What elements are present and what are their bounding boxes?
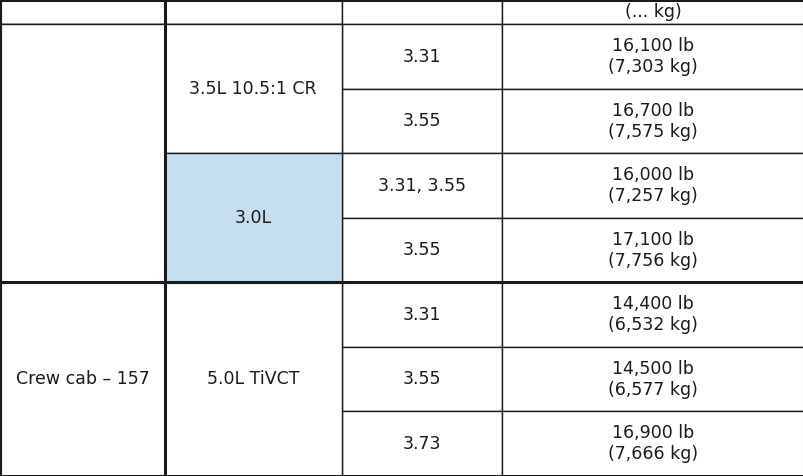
Bar bbox=[341, 24, 502, 89]
Bar bbox=[0, 89, 165, 153]
Text: 16,900 lb
(7,666 kg): 16,900 lb (7,666 kg) bbox=[607, 424, 698, 463]
Text: 3.31: 3.31 bbox=[402, 306, 441, 324]
Bar bbox=[0, 0, 165, 24]
Bar bbox=[341, 153, 502, 218]
Bar bbox=[502, 347, 803, 411]
Bar bbox=[165, 0, 341, 24]
Bar bbox=[502, 0, 803, 24]
Text: 3.0L: 3.0L bbox=[234, 209, 271, 227]
Bar bbox=[165, 411, 341, 476]
Bar bbox=[0, 153, 165, 218]
Text: 3.73: 3.73 bbox=[402, 435, 441, 453]
Bar bbox=[341, 89, 502, 153]
Text: 3.55: 3.55 bbox=[402, 241, 441, 259]
Bar bbox=[0, 347, 165, 411]
Bar bbox=[0, 282, 165, 347]
Text: 3.55: 3.55 bbox=[402, 370, 441, 388]
Text: 3.55: 3.55 bbox=[402, 112, 441, 130]
Text: 16,700 lb
(7,575 kg): 16,700 lb (7,575 kg) bbox=[608, 102, 697, 140]
Text: 3.31: 3.31 bbox=[402, 48, 441, 66]
Bar bbox=[341, 347, 502, 411]
Bar bbox=[341, 218, 502, 282]
Bar bbox=[0, 282, 165, 476]
Text: Crew cab – 157: Crew cab – 157 bbox=[15, 370, 149, 388]
Bar bbox=[502, 282, 803, 347]
Bar bbox=[165, 282, 341, 347]
Bar bbox=[502, 24, 803, 89]
Text: 16,100 lb
(7,303 kg): 16,100 lb (7,303 kg) bbox=[608, 37, 697, 76]
Bar bbox=[502, 89, 803, 153]
Bar bbox=[165, 24, 341, 89]
Bar bbox=[165, 218, 341, 282]
Bar bbox=[0, 218, 165, 282]
Bar bbox=[165, 24, 341, 153]
Text: 3.31, 3.55: 3.31, 3.55 bbox=[377, 177, 466, 195]
Bar bbox=[502, 218, 803, 282]
Bar bbox=[165, 153, 341, 218]
Bar bbox=[0, 24, 165, 89]
Bar bbox=[502, 411, 803, 476]
Text: 3.5L 10.5:1 CR: 3.5L 10.5:1 CR bbox=[190, 80, 316, 98]
Text: 17,100 lb
(7,756 kg): 17,100 lb (7,756 kg) bbox=[608, 231, 697, 269]
Text: 5.0L TiVCT: 5.0L TiVCT bbox=[206, 370, 300, 388]
Bar bbox=[165, 89, 341, 153]
Text: 14,400 lb
(6,532 kg): 14,400 lb (6,532 kg) bbox=[608, 295, 697, 334]
Bar bbox=[0, 24, 165, 282]
Bar bbox=[0, 411, 165, 476]
Text: 14,500 lb
(6,577 kg): 14,500 lb (6,577 kg) bbox=[608, 360, 697, 398]
Text: 16,000 lb
(7,257 kg): 16,000 lb (7,257 kg) bbox=[608, 166, 697, 205]
Text: (... kg): (... kg) bbox=[624, 3, 681, 21]
Bar bbox=[165, 282, 341, 476]
Bar bbox=[341, 282, 502, 347]
Bar bbox=[341, 0, 502, 24]
Bar bbox=[165, 153, 341, 282]
Bar bbox=[502, 153, 803, 218]
Bar bbox=[165, 347, 341, 411]
Bar bbox=[341, 411, 502, 476]
